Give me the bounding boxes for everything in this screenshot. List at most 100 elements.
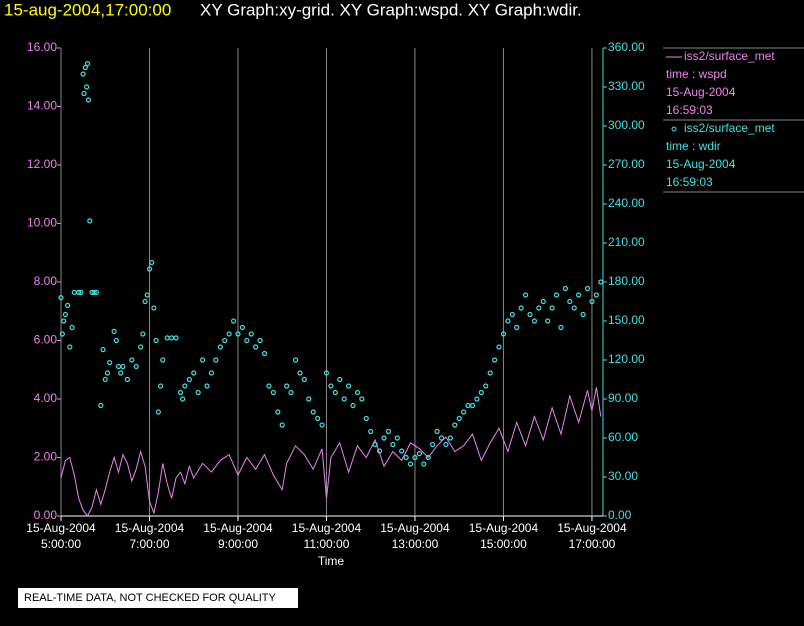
y-tick-label: 6.00 <box>34 333 58 347</box>
x-tick-label: 15-Aug-2004 9:00:00 <box>203 521 273 551</box>
legend-detail: 16:59:03 <box>666 103 713 117</box>
y2-tick-label: 270.00 <box>608 157 645 171</box>
legend-swatch <box>671 126 677 132</box>
data-point <box>69 324 75 331</box>
data-point <box>235 331 241 337</box>
data-point <box>102 376 108 383</box>
data-point <box>509 311 515 318</box>
data-point <box>483 383 489 389</box>
data-point <box>100 347 106 353</box>
footer-box <box>18 588 298 608</box>
y2-tick-label: 30.00 <box>608 469 638 483</box>
data-point <box>149 259 155 266</box>
y2-tick-label: 240.00 <box>608 196 645 210</box>
data-point <box>376 448 383 454</box>
data-point <box>142 298 148 305</box>
data-point <box>332 389 338 396</box>
data-point <box>107 360 113 366</box>
data-point <box>81 90 87 97</box>
legend-label: iss2/surface_met <box>684 49 775 63</box>
data-point <box>549 305 555 311</box>
data-point <box>465 402 471 409</box>
legend-detail: time : wspd <box>666 67 727 81</box>
data-point <box>160 357 166 363</box>
data-point <box>381 435 387 441</box>
data-point <box>173 335 179 341</box>
data-point <box>443 441 449 448</box>
x-tick-label: 15-Aug-2004 17:00:00 <box>557 521 627 551</box>
data-point <box>310 409 316 415</box>
y-tick-label: 10.00 <box>27 216 57 230</box>
legend-label: iss2/surface_met <box>684 121 775 135</box>
y2-tick-label: 330.00 <box>608 79 645 93</box>
data-point <box>124 376 130 383</box>
data-point <box>177 389 184 396</box>
data-point <box>169 335 175 341</box>
data-point <box>138 344 144 350</box>
data-point <box>372 441 378 448</box>
data-point <box>315 415 321 422</box>
data-point <box>505 318 511 324</box>
data-point <box>385 428 392 435</box>
data-point <box>213 357 219 363</box>
data-point <box>328 383 334 389</box>
data-point <box>430 441 436 448</box>
data-point <box>403 454 409 461</box>
data-point <box>226 331 232 337</box>
y2-tick-label: 210.00 <box>608 235 645 249</box>
data-point <box>270 389 276 396</box>
data-point <box>195 389 201 396</box>
data-point <box>118 370 124 376</box>
data-point <box>204 383 210 389</box>
data-point <box>390 441 396 448</box>
chart-title: XY Graph:xy-grid. XY Graph:wspd. XY Grap… <box>200 0 582 19</box>
data-point <box>84 84 90 90</box>
data-point <box>553 292 560 298</box>
data-point <box>584 285 591 292</box>
x-tick-label: 15-Aug-2004 5:00:00 <box>26 521 96 551</box>
data-point <box>496 344 502 350</box>
data-line <box>60 387 602 517</box>
data-point <box>394 435 400 441</box>
data-point <box>514 324 520 331</box>
y2-tick-label: 90.00 <box>608 391 638 405</box>
data-point <box>239 324 246 331</box>
data-point <box>257 337 263 344</box>
data-point <box>217 344 223 350</box>
data-point <box>61 318 67 324</box>
title-time: 15-aug-2004,17:00:00 <box>4 0 171 19</box>
data-point <box>425 454 431 461</box>
data-point <box>306 396 312 402</box>
data-point <box>461 409 467 415</box>
data-point <box>275 409 281 415</box>
data-point <box>191 370 197 376</box>
x-tick-label: 15-Aug-2004 7:00:00 <box>115 521 185 551</box>
y2-tick-label: 300.00 <box>608 118 645 132</box>
data-point <box>261 350 268 357</box>
data-point <box>266 383 272 389</box>
data-point <box>115 363 122 370</box>
data-point <box>416 451 422 457</box>
x-tick-label: 15-Aug-2004 15:00:00 <box>469 521 539 551</box>
data-point <box>558 324 564 331</box>
data-point <box>593 292 599 298</box>
data-point <box>297 370 303 376</box>
data-point <box>359 396 365 402</box>
data-point <box>447 435 453 441</box>
data-point <box>288 389 294 396</box>
data-point <box>279 422 285 428</box>
data-point <box>399 448 405 454</box>
legend-detail: 16:59:03 <box>666 175 713 189</box>
data-point <box>598 279 604 285</box>
data-point <box>545 318 551 324</box>
data-point <box>67 344 73 350</box>
data-point <box>153 337 159 344</box>
y-tick-label: 16.00 <box>27 40 57 54</box>
y2-tick-label: 120.00 <box>608 352 645 366</box>
y2-tick-label: 60.00 <box>608 430 638 444</box>
data-point <box>180 396 186 402</box>
data-point <box>129 357 135 363</box>
data-point <box>478 389 484 396</box>
data-point <box>71 289 77 295</box>
